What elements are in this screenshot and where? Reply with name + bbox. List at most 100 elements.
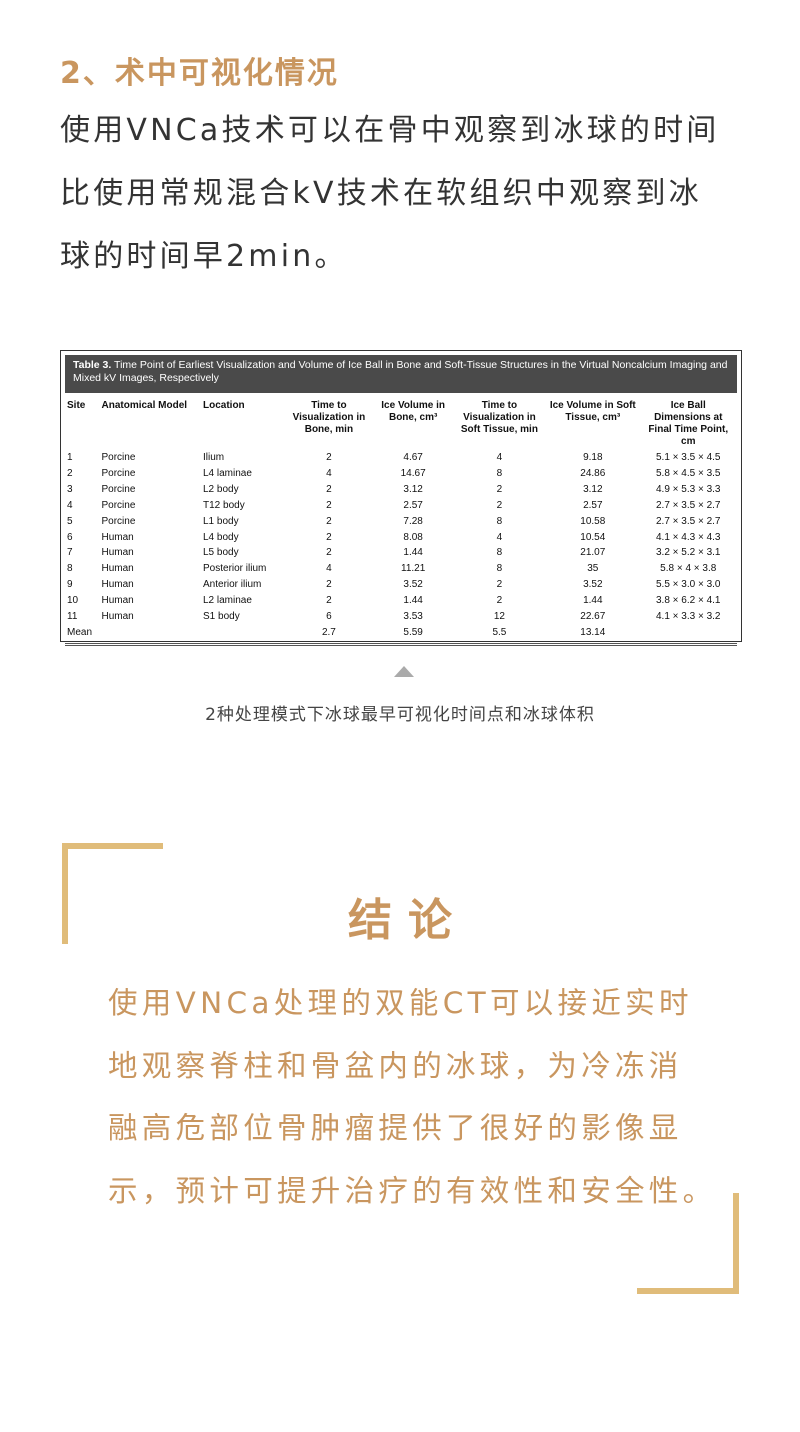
column-header: Location bbox=[203, 400, 245, 411]
table-cell: 5.59 bbox=[403, 626, 423, 638]
table-cell: 2 bbox=[326, 595, 332, 607]
table-cell: 1.44 bbox=[583, 595, 603, 607]
column-header: Time to Visualization in Bone, min bbox=[292, 400, 366, 435]
table-cell: 2 bbox=[326, 547, 332, 559]
figure-caption: 2种处理模式下冰球最早可视化时间点和冰球体积 bbox=[205, 705, 595, 725]
conclusion-line: 示，预计可提升治疗的有效性和安全性。 bbox=[108, 1173, 717, 1208]
table-cell: 3.53 bbox=[403, 611, 423, 623]
table-cell: 2 bbox=[496, 499, 503, 511]
frame-corner-bottom-right-vertical bbox=[733, 1193, 739, 1294]
table-cell: L2 body bbox=[203, 483, 239, 495]
table-cell: 7 bbox=[67, 547, 73, 559]
table-row: Mean 2.7 5.59 5.5 13.14 bbox=[65, 625, 737, 641]
conclusion-line: 地观察脊柱和骨盆内的冰球，为冷冻消 bbox=[108, 1048, 683, 1083]
table-cell: 21.07 bbox=[580, 547, 606, 559]
table-cell: 2 bbox=[326, 499, 332, 511]
table-cell: 10.54 bbox=[580, 531, 606, 543]
table-cell: 4 bbox=[326, 467, 332, 479]
table-cell: 5.5 × 3.0 × 3.0 bbox=[655, 579, 721, 591]
table-cell: 2.57 bbox=[403, 499, 423, 511]
table-cell: 8.08 bbox=[403, 531, 423, 543]
table-cell: 7.28 bbox=[403, 515, 423, 527]
body-line: 使用VNCa技术可以在骨中观察到冰球的时间 bbox=[60, 113, 720, 148]
column-header: Anatomical Model bbox=[101, 400, 188, 411]
data-table-figure: Table 3. Time Point of Earliest Visualiz… bbox=[60, 350, 742, 646]
table-cell: 2 bbox=[496, 595, 503, 607]
frame-corner-top-left bbox=[62, 843, 163, 849]
table-cell: L1 body bbox=[203, 515, 239, 527]
table-cell: 8 bbox=[496, 515, 503, 527]
table-cell: L2 laminae bbox=[203, 595, 252, 607]
table-cell: 5.8 × 4.5 × 3.5 bbox=[655, 467, 721, 479]
table-cell: 2.57 bbox=[583, 499, 603, 511]
table-cell: 6 bbox=[326, 611, 332, 623]
table-cell: L5 body bbox=[203, 547, 239, 559]
table-cell: Anterior ilium bbox=[203, 579, 262, 591]
table-cell: 5.5 bbox=[492, 626, 507, 638]
table-cell: 2.7 × 3.5 × 2.7 bbox=[655, 515, 721, 527]
table-cell: Human bbox=[101, 563, 134, 575]
table-cell: L4 body bbox=[203, 531, 239, 543]
table-cell: 2 bbox=[496, 579, 503, 591]
conclusion-line: 融高危部位骨肿瘤提供了很好的影像显 bbox=[108, 1111, 683, 1145]
column-header: Ice Volume in Bone, cm³ bbox=[381, 400, 446, 423]
table-cell: 2.7 × 3.5 × 2.7 bbox=[655, 499, 721, 511]
column-header: Site bbox=[67, 400, 86, 411]
table-cell: Porcine bbox=[101, 452, 136, 463]
table-row: 8 Human Posterior ilium 4 11.21 8 35 5.8 × 4 × … bbox=[65, 561, 737, 577]
table-cell: 3.52 bbox=[403, 579, 423, 591]
conclusion-body: 使用VNCa处理的双能CT可以接近实时 地观察脊柱和骨盆内的冰球，为冷冻消 融高… bbox=[108, 980, 716, 1230]
table-row: 6 Human L4 body 2 8.08 4 10.54 4.1 × 4.3 × 4.3 bbox=[65, 530, 737, 546]
table-cell: 3.2 × 5.2 × 3.1 bbox=[655, 547, 721, 559]
table-cell: 5 bbox=[67, 515, 73, 527]
table-cell bbox=[100, 625, 202, 641]
table-cell: Porcine bbox=[101, 483, 136, 495]
table-cell: Human bbox=[101, 579, 134, 591]
table-cell: L4 laminae bbox=[203, 467, 252, 479]
section-body: 使用VNCa技术可以在骨中观察到冰球的时间 比使用常规混合kV技术在软组织中观察… bbox=[60, 104, 760, 293]
table-cell: 14.67 bbox=[400, 467, 426, 479]
table-row: 3 Porcine L2 body 2 3.12 2 3.12 4.9 × 5.3 × 3.3 bbox=[65, 482, 737, 498]
column-header: Ice Volume in Soft Tissue, cm³ bbox=[549, 400, 636, 423]
table-cell: 35 bbox=[587, 563, 599, 575]
table-bottom-rule bbox=[65, 642, 737, 646]
table-caption: Table 3. Time Point of Earliest Visualiz… bbox=[65, 355, 737, 393]
table-cell: Porcine bbox=[101, 499, 136, 511]
table-cell: 3.12 bbox=[583, 483, 603, 495]
table-cell: Human bbox=[101, 531, 134, 543]
table-cell: 4.1 × 3.3 × 3.2 bbox=[655, 611, 721, 623]
frame-corner-top-left-vertical bbox=[62, 843, 68, 944]
table-cell: Porcine bbox=[101, 467, 136, 479]
table-row: 10 Human L2 laminae 2 1.44 2 1.44 3.8 × 6.2 × 4… bbox=[65, 593, 737, 609]
conclusion-line: 使用VNCa处理的双能CT可以接近实时 bbox=[108, 986, 693, 1020]
table-cell: 3.12 bbox=[403, 483, 423, 495]
table-cell: 9 bbox=[67, 579, 73, 591]
table-cell bbox=[201, 625, 284, 641]
table-cell: 2 bbox=[67, 467, 73, 479]
table-cell: 9.18 bbox=[583, 452, 603, 463]
table-cell: 2 bbox=[326, 483, 332, 495]
table-cell: 4 bbox=[326, 563, 332, 575]
table-cell: Porcine bbox=[101, 515, 136, 527]
table-cell: 5.1 × 3.5 × 4.5 bbox=[655, 452, 721, 463]
body-line: 比使用常规混合kV技术在软组织中观察到冰 bbox=[60, 176, 702, 211]
table-cell: 2 bbox=[326, 579, 332, 591]
table-caption-text: Time Point of Earliest Visualization and… bbox=[73, 359, 728, 384]
table-row: 7 Human L5 body 2 1.44 8 21.07 3.2 × 5.2 × 3.1 bbox=[65, 545, 737, 561]
table-cell: 2.7 bbox=[321, 626, 336, 638]
table-cell: 12 bbox=[493, 611, 505, 623]
column-header: Time to Visualization in Soft Tissue, mi… bbox=[460, 400, 538, 435]
table-cell: 2 bbox=[326, 452, 332, 463]
table-cell: 1 bbox=[67, 452, 73, 463]
table-cell: Human bbox=[101, 595, 134, 607]
table-cell: 13.14 bbox=[580, 626, 606, 638]
table-cell: 11.21 bbox=[401, 563, 426, 575]
table-cell: 2 bbox=[326, 515, 332, 527]
table-cell: Human bbox=[101, 547, 134, 559]
table-cell: Ilium bbox=[203, 452, 225, 463]
table-cell: 6 bbox=[67, 531, 73, 543]
column-header: Ice Ball Dimensions at Final Time Point,… bbox=[648, 400, 729, 447]
body-line: 球的时间早2min。 bbox=[60, 239, 348, 274]
table-cell: 4 bbox=[496, 452, 503, 463]
section-heading: 2、术中可视化情况 bbox=[60, 56, 339, 91]
